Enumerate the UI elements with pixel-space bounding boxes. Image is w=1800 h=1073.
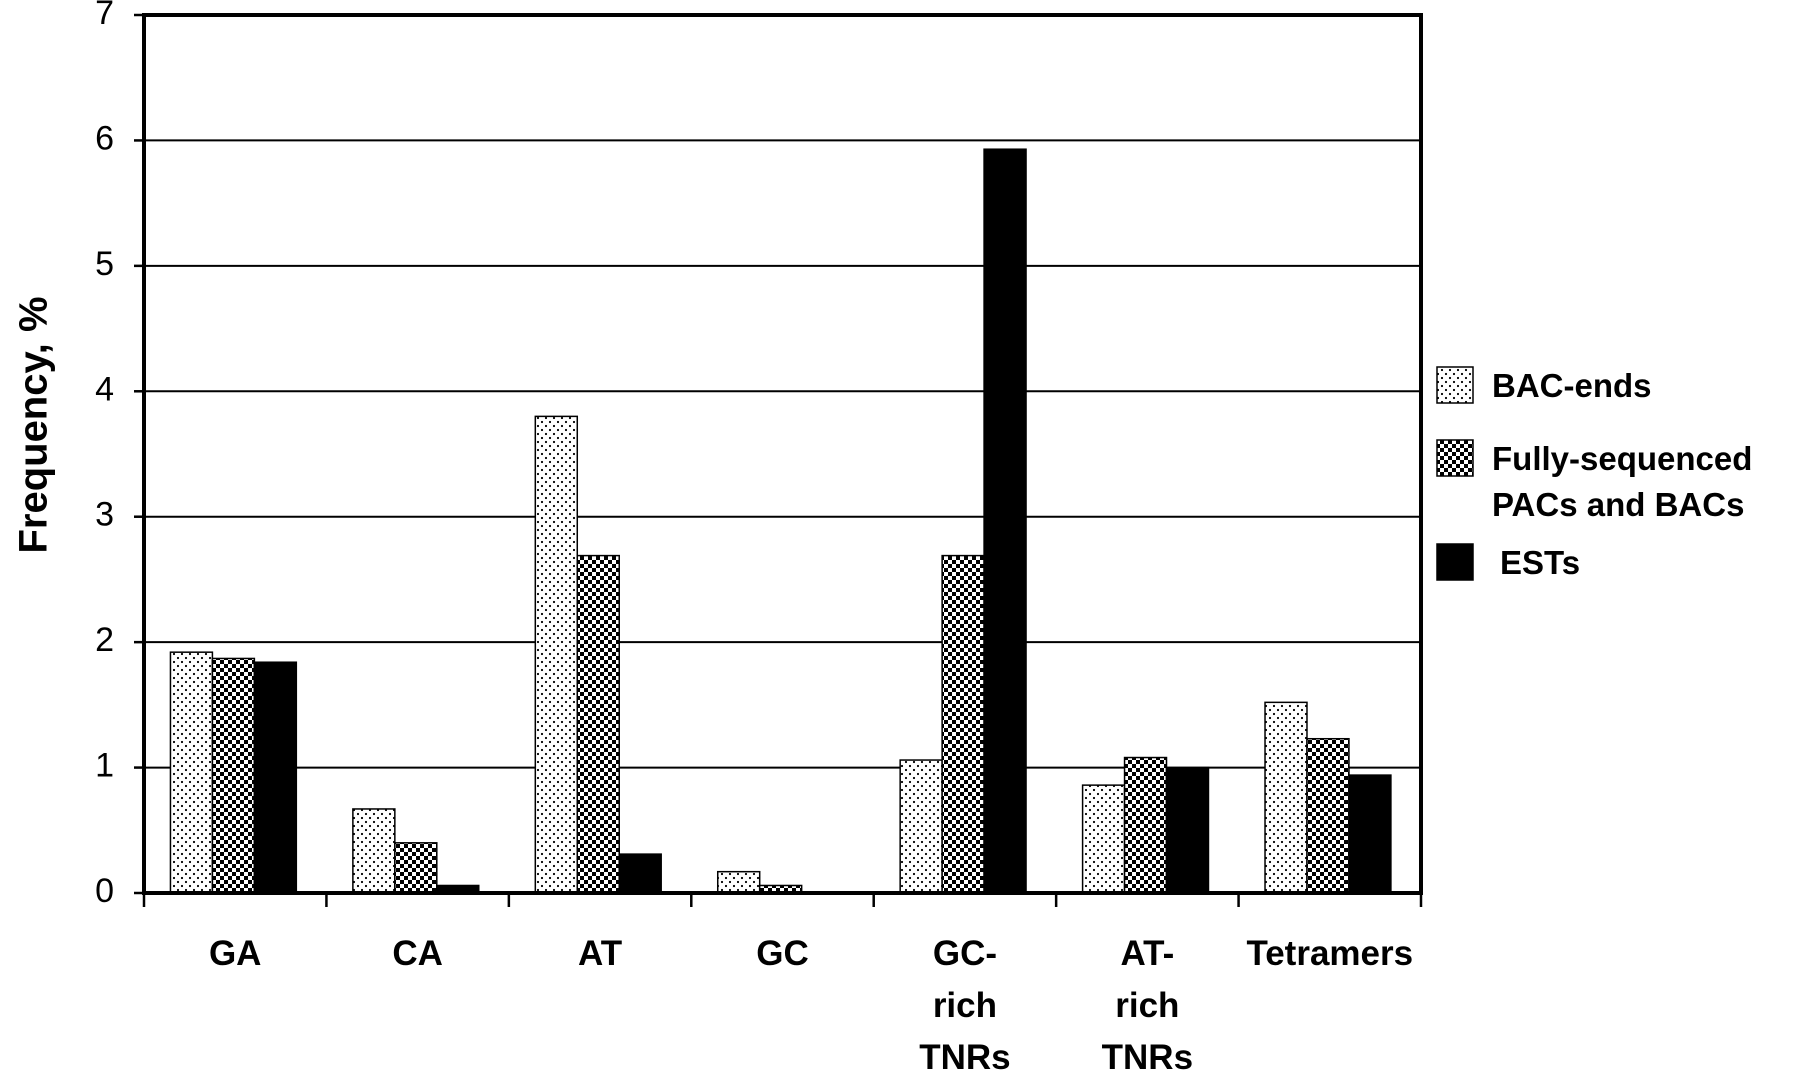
y-axis-label: Frequency, % xyxy=(12,296,56,553)
bar xyxy=(534,415,579,894)
legend-label: ESTs xyxy=(1500,544,1580,581)
x-tick-label: GC xyxy=(756,934,809,973)
bar xyxy=(941,554,985,894)
plot-frame xyxy=(142,13,1423,895)
bar xyxy=(983,148,1027,894)
y-tick-label: 1 xyxy=(95,747,114,785)
legend-label: BAC-ends xyxy=(1492,367,1652,404)
x-tick-label: AT-rich TNRs xyxy=(1102,934,1193,1073)
bar xyxy=(1264,701,1308,894)
y-tick-label: 7 xyxy=(95,0,114,32)
x-tick-label: Tetramers xyxy=(1246,934,1413,973)
bar xyxy=(576,554,620,894)
x-tick-label: GA xyxy=(209,934,262,973)
bar xyxy=(618,853,662,894)
legend-swatch xyxy=(1436,439,1474,477)
bar xyxy=(1165,766,1210,894)
bar xyxy=(1348,774,1392,894)
bar xyxy=(1306,737,1350,894)
legend-label: Fully-sequenced PACs and BACs xyxy=(1492,440,1752,523)
y-tick-label: 5 xyxy=(95,245,114,283)
x-tick-label: AT xyxy=(578,934,622,973)
y-tick-label: 0 xyxy=(95,872,114,910)
bar xyxy=(211,657,256,894)
bar xyxy=(169,651,214,894)
y-tick-label: 3 xyxy=(95,496,114,534)
bar xyxy=(1123,756,1168,894)
legend-swatch xyxy=(1436,366,1474,404)
y-tick-label: 4 xyxy=(95,370,114,408)
x-tick-label: CA xyxy=(392,934,443,973)
bar xyxy=(352,808,396,894)
bar xyxy=(1081,784,1126,894)
y-tick-label: 2 xyxy=(95,621,114,659)
bar xyxy=(716,870,761,894)
y-tick-label: 6 xyxy=(95,119,114,157)
bar xyxy=(899,759,943,894)
legend-swatch xyxy=(1436,543,1474,581)
bar xyxy=(394,842,438,894)
x-tick-label: GC-rich TNRs xyxy=(919,934,1010,1073)
bar xyxy=(253,661,298,894)
